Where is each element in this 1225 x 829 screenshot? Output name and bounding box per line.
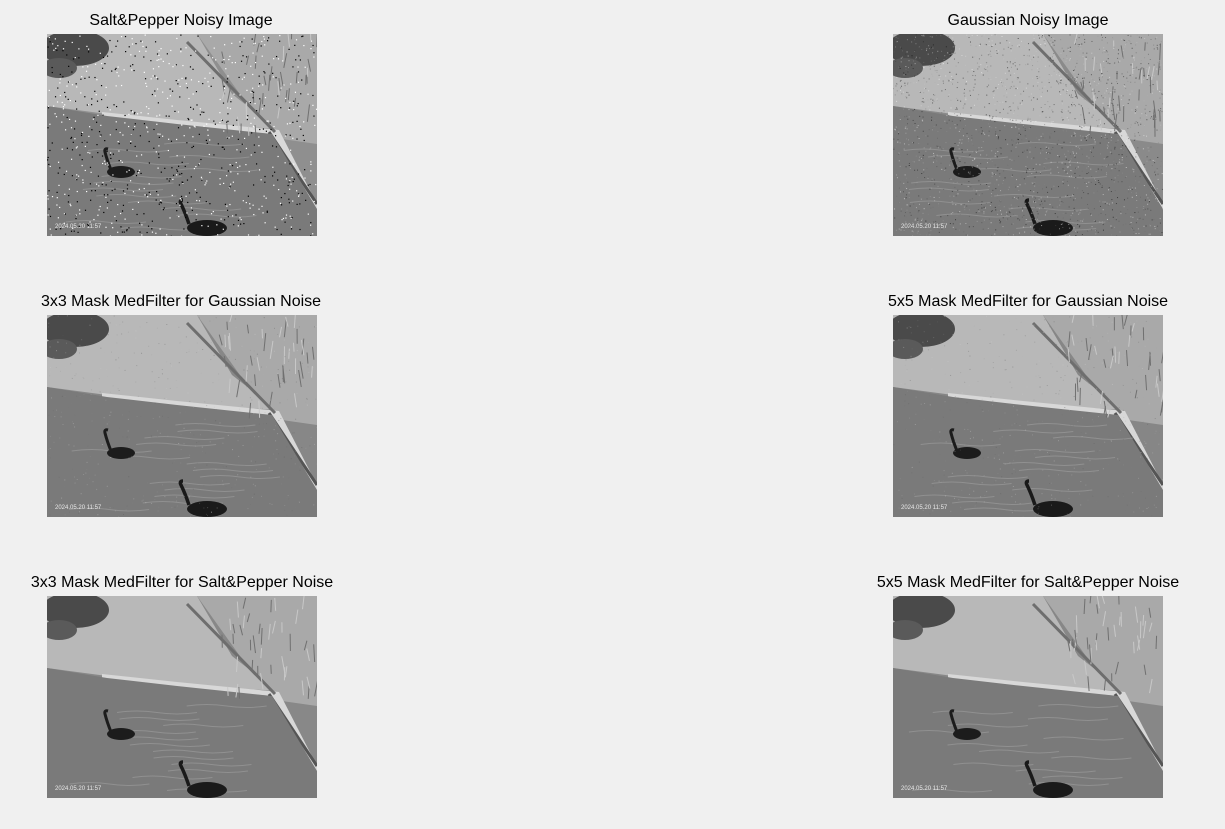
filtered-image: 2024.05.20 11:57 [47, 596, 317, 798]
timestamp-stamp: 2024.05.20 11:57 [901, 224, 948, 230]
swan-pond-image: 2024.05.20 11:57 [47, 315, 317, 517]
swan-pond-image: 2024.05.20 11:57 [893, 34, 1163, 236]
timestamp-stamp: 2024.05.20 11:57 [901, 505, 948, 511]
swan-pond-image: 2024.05.20 11:57 [893, 596, 1163, 798]
timestamp-stamp: 2024.05.20 11:57 [901, 786, 948, 792]
filtered-image: 2024.05.20 11:57 [47, 315, 317, 517]
swan-pond-image: 2024.05.20 11:57 [893, 315, 1163, 517]
panel-title: Salt&Pepper Noisy Image [89, 12, 273, 29]
panel-median3x3-gaussian: 3x3 Mask MedFilter for Gaussian Noise 20… [0, 293, 381, 523]
timestamp-stamp: 2024.05.20 11:57 [55, 224, 102, 230]
noisy-image: 2024.05.20 11:57 [893, 34, 1163, 236]
panel-title: Gaussian Noisy Image [947, 12, 1109, 29]
panel-title: 3x3 Mask MedFilter for Gaussian Noise [40, 293, 322, 310]
filtered-image: 2024.05.20 11:57 [893, 596, 1163, 798]
filtered-image: 2024.05.20 11:57 [893, 315, 1163, 517]
panel-median3x3-saltpepper: 3x3 Mask MedFilter for Salt&Pepper Noise… [0, 574, 382, 804]
timestamp-stamp: 2024.05.20 11:57 [55, 786, 102, 792]
panel-title: 5x5 Mask MedFilter for Salt&Pepper Noise [876, 574, 1180, 591]
panel-median5x5-gaussian: 5x5 Mask MedFilter for Gaussian Noise 20… [828, 293, 1225, 523]
swan-pond-image: 2024.05.20 11:57 [47, 34, 317, 236]
noisy-image: 2024.05.20 11:57 [47, 34, 317, 236]
timestamp-stamp: 2024.05.20 11:57 [55, 505, 102, 511]
panel-title: 5x5 Mask MedFilter for Gaussian Noise [887, 293, 1169, 310]
panel-gaussian-noisy: Gaussian Noisy Image 2024.05.20 11:57 [828, 12, 1225, 242]
panel-saltpepper-noisy: Salt&Pepper Noisy Image 2024.05.20 11:57 [0, 12, 381, 242]
panel-title: 3x3 Mask MedFilter for Salt&Pepper Noise [30, 574, 334, 591]
panel-median5x5-saltpepper: 5x5 Mask MedFilter for Salt&Pepper Noise… [828, 574, 1225, 804]
swan-pond-image: 2024.05.20 11:57 [47, 596, 317, 798]
